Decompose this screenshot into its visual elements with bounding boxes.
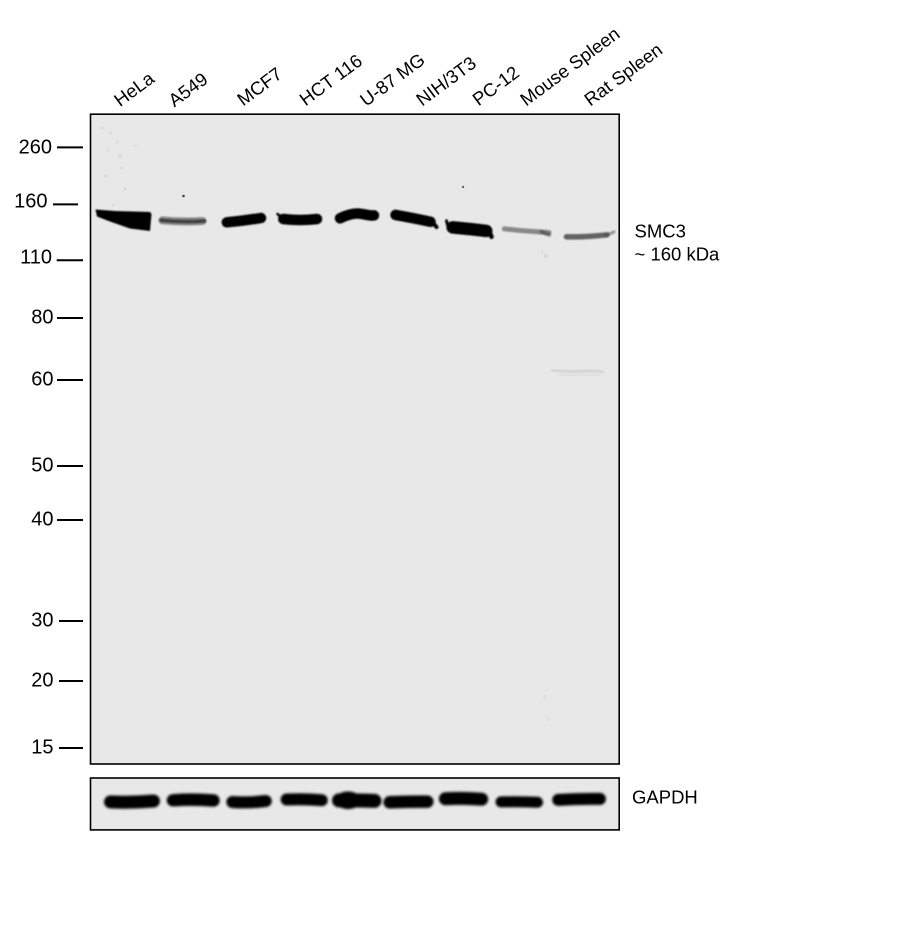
svg-text:A549: A549 <box>164 68 211 111</box>
svg-text:60: 60 <box>31 368 53 390</box>
svg-text:30: 30 <box>31 609 53 631</box>
svg-text:80: 80 <box>31 306 53 328</box>
svg-text:160: 160 <box>14 190 47 212</box>
svg-text:260: 260 <box>19 136 52 158</box>
svg-text:20: 20 <box>31 669 53 691</box>
svg-text:40: 40 <box>31 508 53 530</box>
svg-text:~ 160 kDa: ~ 160 kDa <box>635 244 721 265</box>
svg-text:110: 110 <box>20 247 52 269</box>
svg-text:50: 50 <box>31 454 53 476</box>
svg-text:MCF7: MCF7 <box>233 63 286 110</box>
svg-text:GAPDH: GAPDH <box>632 787 698 808</box>
svg-text:SMC3: SMC3 <box>635 221 686 242</box>
svg-text:15: 15 <box>31 736 53 758</box>
svg-text:HeLa: HeLa <box>110 67 159 111</box>
svg-text:HCT 116: HCT 116 <box>295 50 366 110</box>
